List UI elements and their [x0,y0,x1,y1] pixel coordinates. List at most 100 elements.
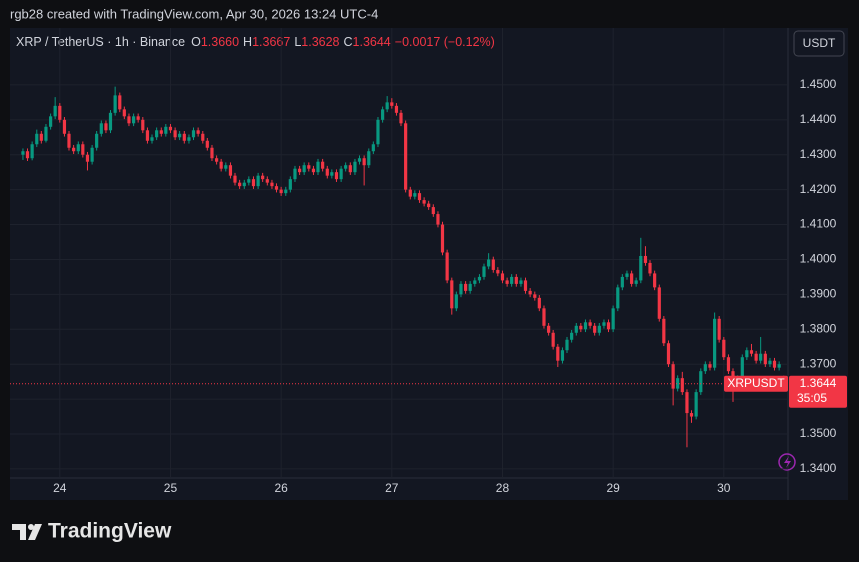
candle-body [662,318,666,344]
candle-body [583,322,588,330]
price-tag-countdown: 35:05 [797,391,827,405]
currency-button[interactable] [793,30,845,57]
candle-body [413,193,417,197]
y-tick-label: 1.4500 [800,77,837,91]
alert-icon-bolt [784,456,791,468]
price-tag-value: 1.3644 [800,376,837,390]
candle-body [653,273,657,288]
candle-body [547,325,551,333]
y-tick-label: 1.3700 [800,356,837,370]
candle-body [159,130,163,134]
candle-body [450,280,454,309]
currency-button-label[interactable]: USDT [803,36,836,50]
candle-body [528,290,532,295]
candle-body [210,147,214,159]
candle-body [491,259,495,270]
candle-body [560,350,565,361]
x-tick-label: 25 [164,481,178,495]
alert-icon[interactable] [778,453,796,471]
candle-body [141,119,145,131]
y-tick-label: 1.3900 [800,287,837,301]
candle-body [602,322,606,326]
logo-text: TradingView [48,520,172,543]
ohlc-value: 1.3660 [201,35,239,49]
candle-body [21,151,25,155]
candle-body [408,189,412,197]
candle-body [477,276,482,281]
ohlc-value: 1.3667 [252,35,290,49]
candle-body [85,154,90,162]
candle-body [759,353,763,361]
candle-body [717,318,721,340]
candle-body [81,144,85,155]
candle-body [344,165,348,169]
candle-body [371,144,375,152]
candle-body [722,339,726,358]
candle-body [754,353,758,361]
candle-body [196,130,200,134]
candle-body [118,95,122,110]
candle-body [104,123,108,131]
candle-body [321,161,325,169]
candle-body [224,165,228,169]
candle-body [630,273,634,284]
x-tick-label: 28 [496,481,510,495]
candle-body [487,259,491,267]
candle-body [422,200,426,204]
candle-body [339,168,343,180]
candle-body [367,151,371,166]
candle-body [473,280,477,284]
candle-body [136,116,140,120]
header: rgb28 created with TradingView.com, Apr … [10,6,378,21]
candle-body [201,133,205,141]
candle-body [357,158,362,162]
candle-body [25,151,30,159]
candle-body [533,294,537,298]
change: −0.0017 (−0.12%) [395,35,495,49]
candle-body [348,165,352,173]
candle-body [394,105,399,113]
candle-body [288,179,292,190]
x-tick-label: 26 [274,481,288,495]
candle-body [500,273,505,281]
candle-body [772,360,777,368]
candle-body [579,325,583,330]
x-tick-label: 27 [385,481,399,495]
candle-body [454,294,458,309]
candle-body [39,133,43,141]
candle-body [519,280,523,284]
ohlc-value: 1.3628 [301,35,339,49]
candle-body [606,322,611,330]
candle-body [90,147,94,162]
candle-body [279,189,283,194]
candle-body [191,130,196,138]
candle-body [72,147,76,152]
candle-body [49,116,53,127]
candle-body [713,318,717,368]
candle-body [67,133,71,148]
candle-body [565,339,569,351]
candle-body [150,137,154,141]
candle-body [274,186,279,190]
candle-body [542,308,546,326]
candle-body [205,140,209,148]
candle-body [639,255,643,281]
candle-body [113,95,117,113]
candle-body [362,158,366,166]
candle-body [122,109,126,117]
candle-body [256,175,260,187]
y-tick-label: 1.4100 [800,217,837,231]
candle-body [215,158,219,162]
candle-body [311,168,316,173]
candle-body [293,168,297,180]
candle-body [459,283,463,295]
logo-mark [12,524,42,540]
candle-body [537,297,541,309]
candle-body [777,364,781,368]
candle-body [588,322,592,326]
candle-body [685,392,689,414]
candle-body [164,126,168,134]
candle-body [95,133,99,148]
candle-body [616,287,620,309]
